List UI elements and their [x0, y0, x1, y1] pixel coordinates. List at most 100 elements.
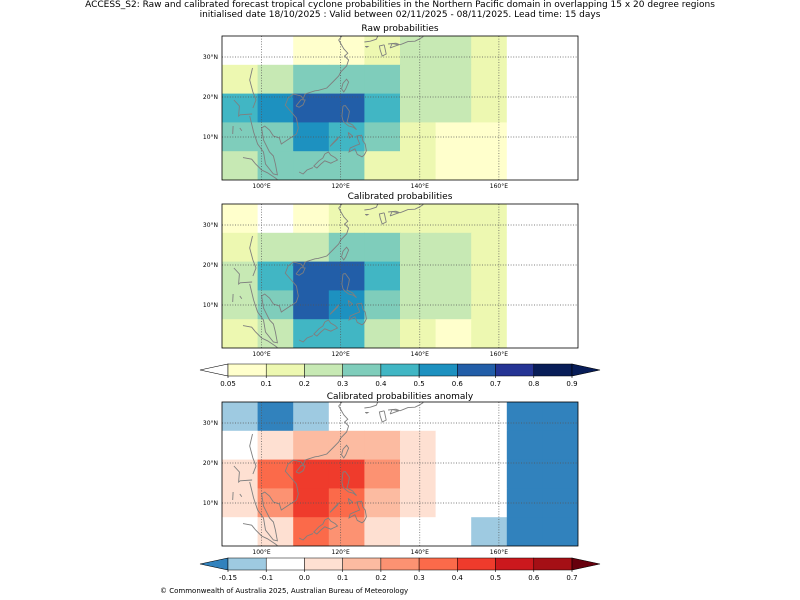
grid-cell — [542, 204, 578, 234]
coastline-path — [341, 78, 350, 93]
colorbar-tick-label: -0.1 — [259, 574, 273, 582]
grid-cell — [293, 402, 330, 432]
colorbar-bin — [533, 557, 573, 571]
coastline-path — [378, 44, 387, 57]
calibrated-panel-title: Calibrated probabilities — [347, 192, 453, 202]
grid-cell — [471, 151, 508, 180]
colorbar-bin — [265, 363, 305, 377]
y-tick-label: 10°N — [203, 134, 218, 141]
coastline-path — [249, 433, 257, 475]
grid-cell — [400, 459, 437, 489]
y-tick-label: 20°N — [203, 94, 218, 101]
coastline-path — [364, 402, 379, 409]
coastline-path — [242, 157, 278, 180]
colorbar-under-arrow — [199, 557, 229, 571]
coastline-path — [298, 335, 314, 343]
calibrated-map-panel: 100°E 120°E 140°E 160°E 30°N 20°N 10°N — [203, 203, 579, 358]
grid-cell — [328, 402, 365, 432]
grid-cell — [471, 319, 508, 348]
grid-cell — [542, 151, 578, 180]
coastline-path — [313, 319, 339, 337]
colorbar-tick-label: 0.4 — [375, 380, 387, 388]
grid-cell — [400, 430, 437, 461]
grid-cell — [506, 151, 543, 180]
coastline-path — [348, 134, 367, 158]
grid-cell — [542, 430, 578, 461]
grid-cell — [506, 36, 543, 66]
colorbar-bin — [304, 557, 343, 571]
grid-cell — [471, 64, 508, 95]
grid-cell — [222, 204, 259, 234]
grid-cell — [293, 36, 330, 66]
coastline-path — [249, 402, 350, 542]
grid-cell — [328, 517, 365, 546]
coastline-path — [348, 302, 367, 326]
grid-cell — [364, 319, 401, 348]
grid-cell — [542, 64, 578, 95]
grid-cell — [364, 36, 401, 66]
colorbar-bin — [418, 363, 458, 377]
colorbar-tick-label: 0.7 — [490, 380, 501, 388]
grid-cell — [222, 517, 259, 546]
grid-cell — [471, 36, 508, 66]
grid-cell — [435, 64, 472, 95]
colorbar-tick-label: 0.7 — [566, 574, 577, 582]
grid-cell — [471, 488, 508, 518]
grid-cell — [542, 459, 578, 489]
anomaly-colorbar: -0.15 -0.1 0.0 0.1 0.2 0.3 0.4 0.5 0.6 0.7 — [199, 557, 601, 582]
coastline-path — [239, 493, 243, 498]
raw-map-panel: 100°E 120°E 140°E 160°E 30°N 20°N 10°N — [203, 35, 579, 190]
coastline-path — [233, 465, 253, 483]
grid-cell — [257, 36, 294, 66]
grid-cell — [471, 459, 508, 489]
grid-cell — [222, 93, 259, 123]
grid-cell — [435, 204, 472, 234]
grid-cell — [293, 430, 330, 461]
grid-cell — [364, 122, 401, 152]
colorbar-tick-label: 0.1 — [337, 574, 348, 582]
grid-cell — [542, 36, 578, 66]
grid-cell — [364, 261, 401, 291]
grid-cell — [435, 232, 472, 263]
colorbar-bin — [418, 557, 458, 571]
x-tick-label: 100°E — [252, 549, 270, 556]
coastline-path — [329, 304, 340, 315]
raw-panel-title: Raw probabilities — [361, 24, 439, 34]
grid-cell — [471, 402, 508, 432]
grid-cell — [506, 64, 543, 95]
coastline-path — [329, 502, 340, 513]
grid-cell — [506, 261, 543, 291]
grid-cell — [542, 232, 578, 263]
coastline-path — [249, 235, 257, 277]
colorbar-tick-label: 0.05 — [220, 380, 236, 388]
grid-cell — [328, 204, 365, 234]
grid-cell — [506, 204, 543, 234]
grid-cell — [293, 64, 330, 95]
grid-cell — [400, 151, 437, 180]
grid-cell — [364, 459, 401, 489]
colorbar-tick-label: 0.5 — [414, 380, 425, 388]
grid-cell — [364, 402, 401, 432]
raw-frame — [221, 35, 579, 181]
grid-cell — [400, 517, 437, 546]
grid-cell — [400, 402, 437, 432]
calibrated-cells — [222, 204, 578, 348]
calibrated-gridlines — [222, 204, 578, 348]
anomaly-map-panel: 100°E 120°E 140°E 160°E 30°N 20°N 10°N — [203, 401, 579, 556]
coastline-path — [388, 402, 424, 412]
coastline-path — [341, 273, 357, 298]
colorbar-bin — [457, 557, 496, 571]
coastline-path — [378, 410, 387, 423]
colorbar-tick-label: 0.6 — [452, 380, 464, 388]
grid-cell — [471, 430, 508, 461]
coastline-path — [249, 36, 350, 176]
y-tick-label: 30°N — [203, 54, 218, 61]
grid-cell — [328, 36, 365, 66]
grid-cell — [471, 204, 508, 234]
colorbar-tick-label: 0.2 — [375, 574, 386, 582]
x-tick-label: 120°E — [332, 351, 350, 358]
coastline-path — [313, 151, 339, 169]
colorbar-bin — [457, 363, 496, 377]
grid-cell — [435, 93, 472, 123]
grid-cell — [542, 261, 578, 291]
